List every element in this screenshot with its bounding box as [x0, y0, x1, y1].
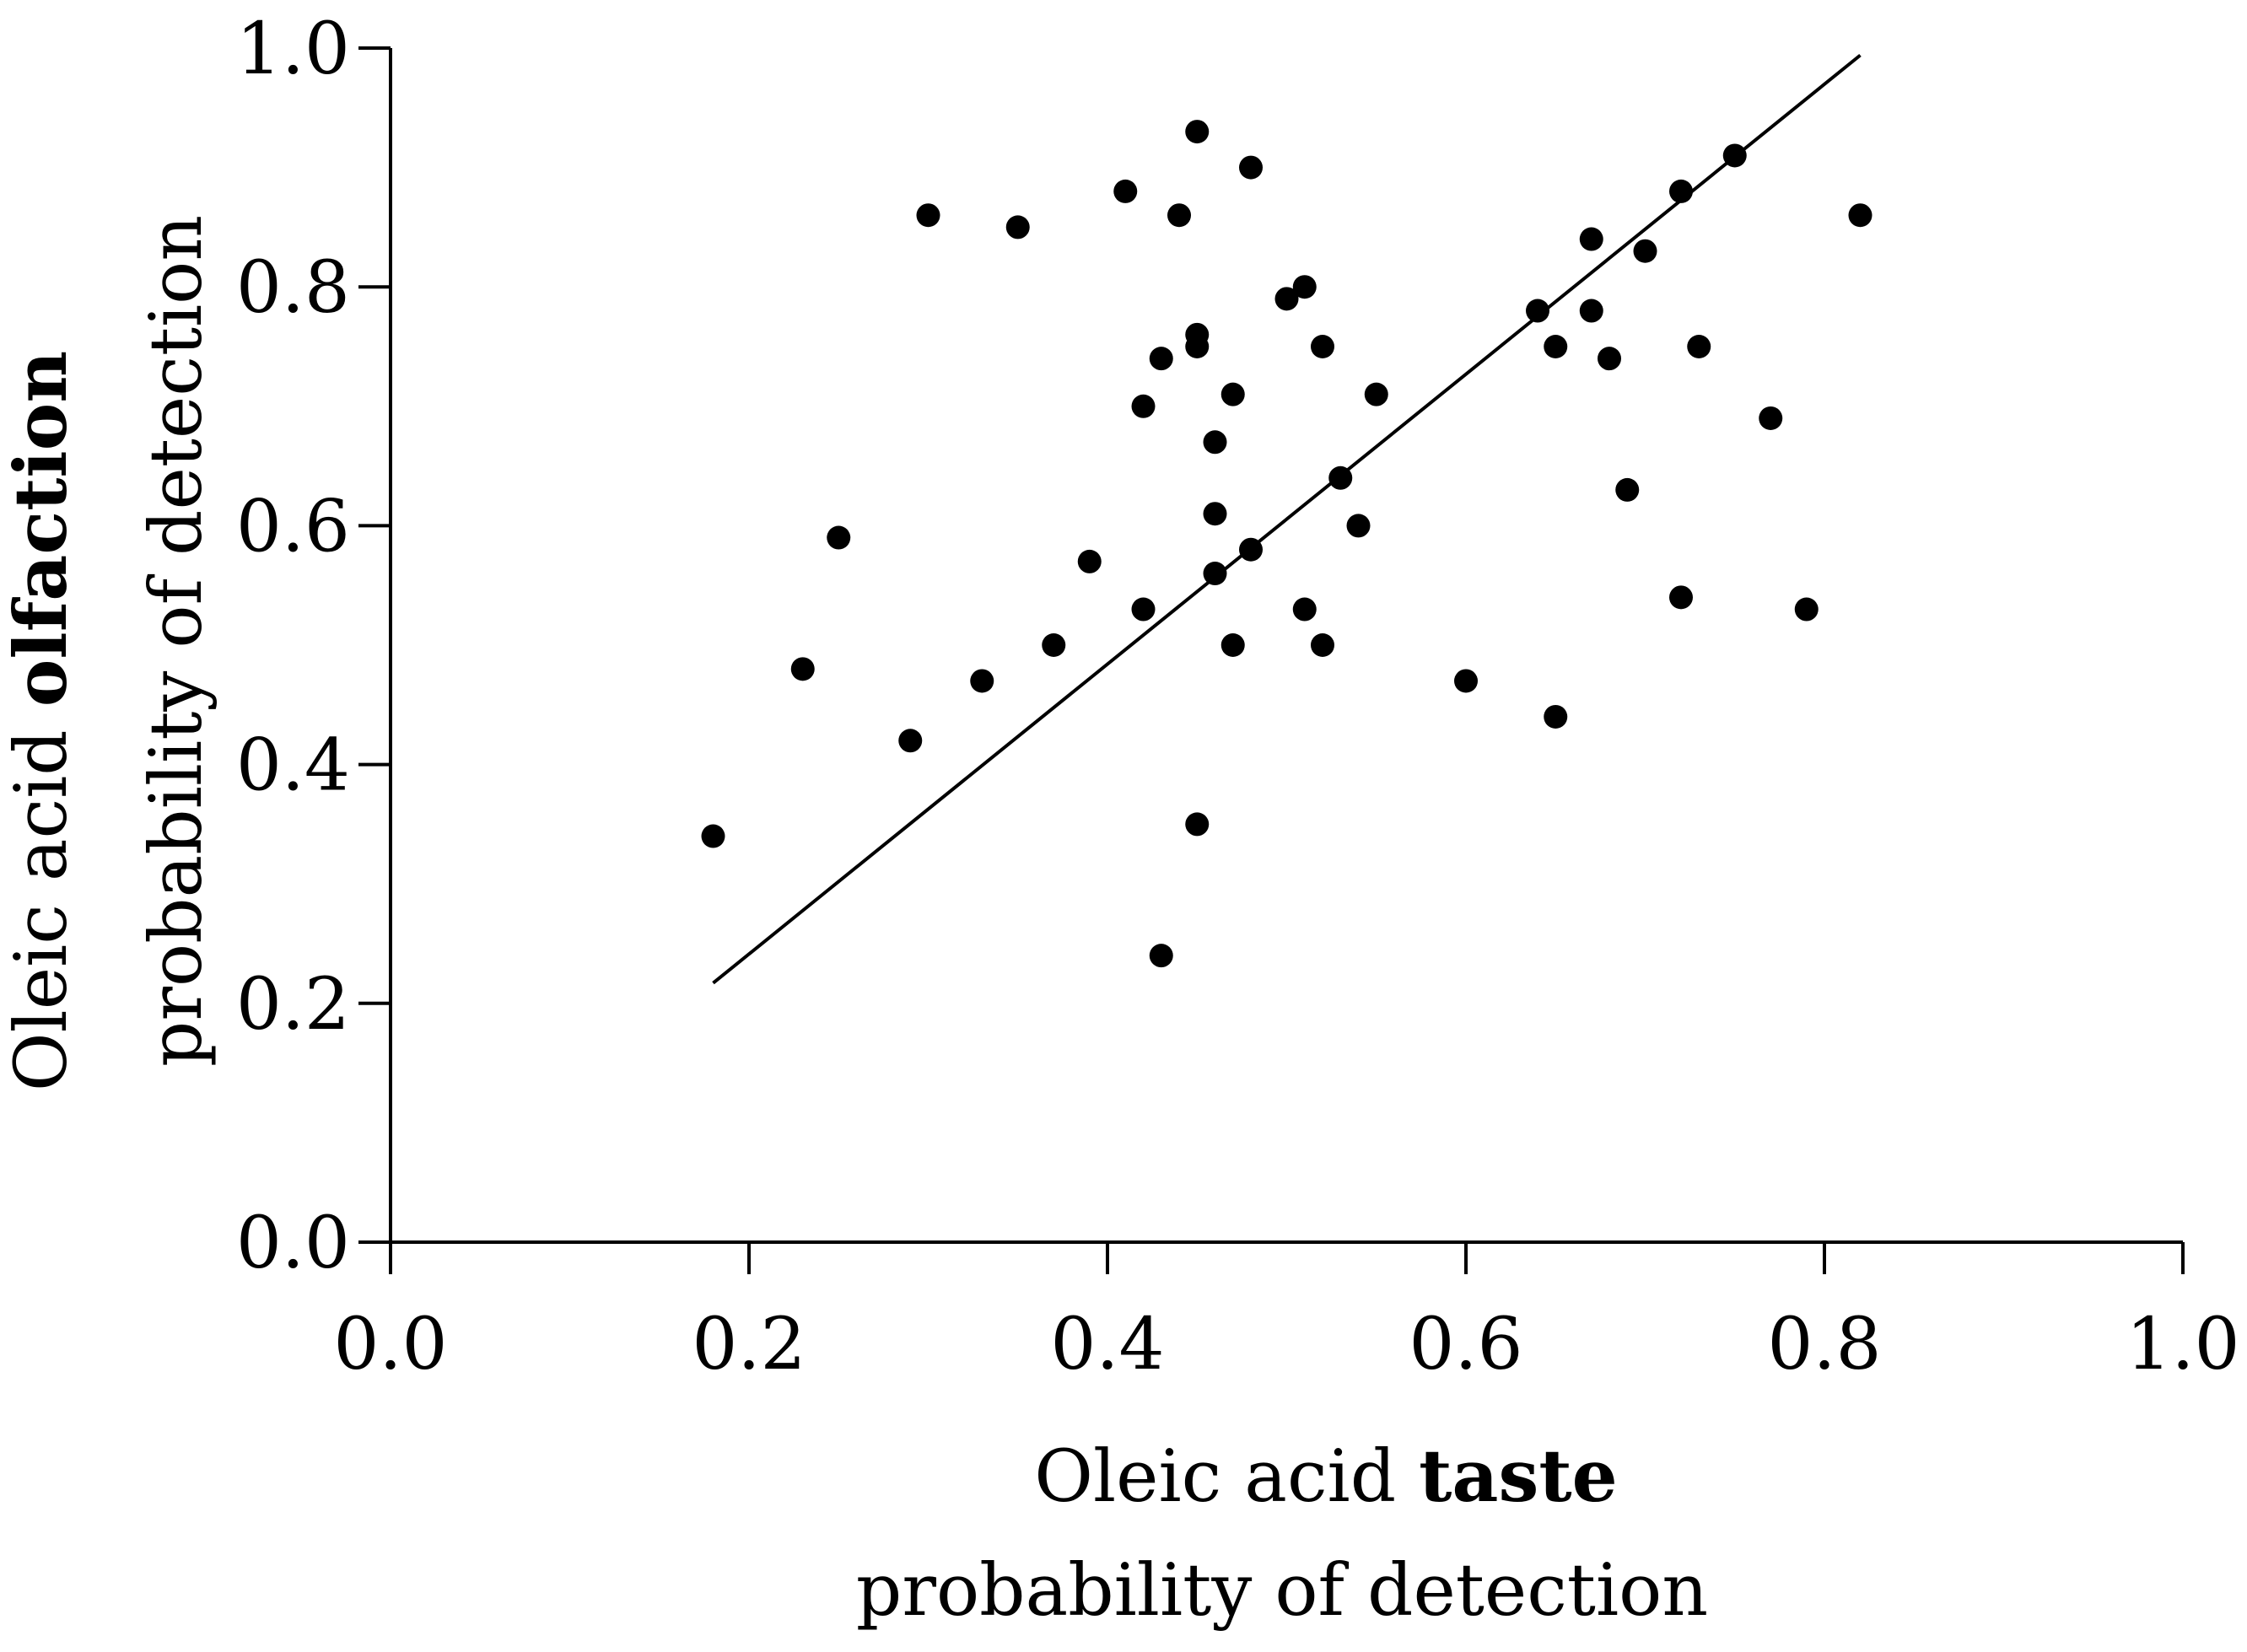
data-point — [1239, 537, 1263, 562]
data-point — [1722, 143, 1747, 168]
data-point — [827, 525, 851, 550]
x-tick-label: 1.0 — [2126, 1303, 2239, 1386]
data-point — [1203, 562, 1227, 586]
data-point — [1203, 502, 1227, 526]
data-point — [1579, 227, 1603, 251]
data-point — [1364, 382, 1388, 406]
regression-line — [712, 53, 1862, 985]
data-point — [1292, 597, 1317, 622]
data-point — [1526, 299, 1549, 323]
data-point — [1633, 239, 1657, 263]
data-point — [1615, 477, 1640, 502]
data-point — [1794, 597, 1819, 622]
data-point — [1687, 335, 1711, 358]
data-point — [1292, 275, 1317, 299]
x-tick-label: 0.2 — [692, 1303, 806, 1386]
x-tick-label: 0.0 — [333, 1303, 447, 1386]
y-axis-title-bold: olfaction — [0, 351, 84, 707]
data-point — [1239, 155, 1263, 180]
y-axis-title-line2: probability of detection — [135, 215, 218, 1067]
data-point — [1544, 704, 1568, 729]
data-point — [1544, 335, 1568, 358]
data-point — [1669, 585, 1693, 610]
axes — [389, 48, 2183, 1244]
data-point — [1185, 812, 1210, 837]
y-tick-label: 0.8 — [236, 246, 350, 330]
data-point — [1131, 597, 1156, 622]
data-point — [1149, 944, 1173, 968]
data-point — [898, 729, 923, 753]
x-axis-title-line2: probability of detection — [856, 1549, 1708, 1633]
data-point — [970, 669, 994, 693]
data-point — [1311, 633, 1334, 657]
y-tick-label: 1.0 — [236, 8, 350, 91]
data-point — [1454, 669, 1478, 693]
data-point — [1220, 382, 1245, 406]
data-point — [1346, 514, 1371, 538]
x-tick-label: 0.4 — [1050, 1303, 1164, 1386]
data-point — [1167, 203, 1191, 228]
data-point — [701, 824, 725, 848]
data-point — [1042, 633, 1066, 657]
data-point — [1311, 335, 1334, 358]
data-point — [1669, 179, 1693, 203]
y-tick-label: 0.0 — [236, 1202, 350, 1285]
x-axis-title-bold: taste — [1419, 1434, 1618, 1519]
data-point — [1185, 120, 1210, 144]
data-point — [1077, 549, 1102, 573]
y-tick-label: 0.4 — [236, 724, 350, 808]
data-point — [1598, 347, 1621, 371]
data-point — [1848, 203, 1872, 228]
data-point — [1328, 465, 1353, 490]
data-points — [701, 120, 1872, 968]
data-point — [1185, 335, 1210, 358]
y-tick-label: 0.2 — [236, 963, 350, 1047]
data-point — [1759, 406, 1783, 430]
x-axis-ticks: 0.0 0.2 0.4 0.6 0.8 1.0 — [333, 1242, 2240, 1386]
y-axis-ticks: 0.0 0.2 0.4 0.6 0.8 1.0 — [236, 8, 391, 1285]
data-point — [1131, 394, 1156, 418]
x-tick-label: 0.6 — [1409, 1303, 1522, 1386]
data-point — [1220, 633, 1245, 657]
regression-line-group — [712, 53, 1862, 985]
y-axis-title-line1: Oleic acid olfaction — [0, 351, 84, 1091]
data-point — [1203, 430, 1227, 455]
data-point — [1579, 299, 1603, 323]
data-point — [790, 657, 815, 681]
y-tick-label: 0.6 — [236, 485, 350, 568]
x-axis-title-line1: Oleic acid taste — [1034, 1434, 1617, 1519]
data-point — [1149, 347, 1173, 371]
data-point — [1113, 179, 1138, 203]
data-point — [1274, 287, 1299, 311]
data-point — [1005, 215, 1030, 239]
x-tick-label: 0.8 — [1767, 1303, 1881, 1386]
data-point — [916, 203, 940, 228]
